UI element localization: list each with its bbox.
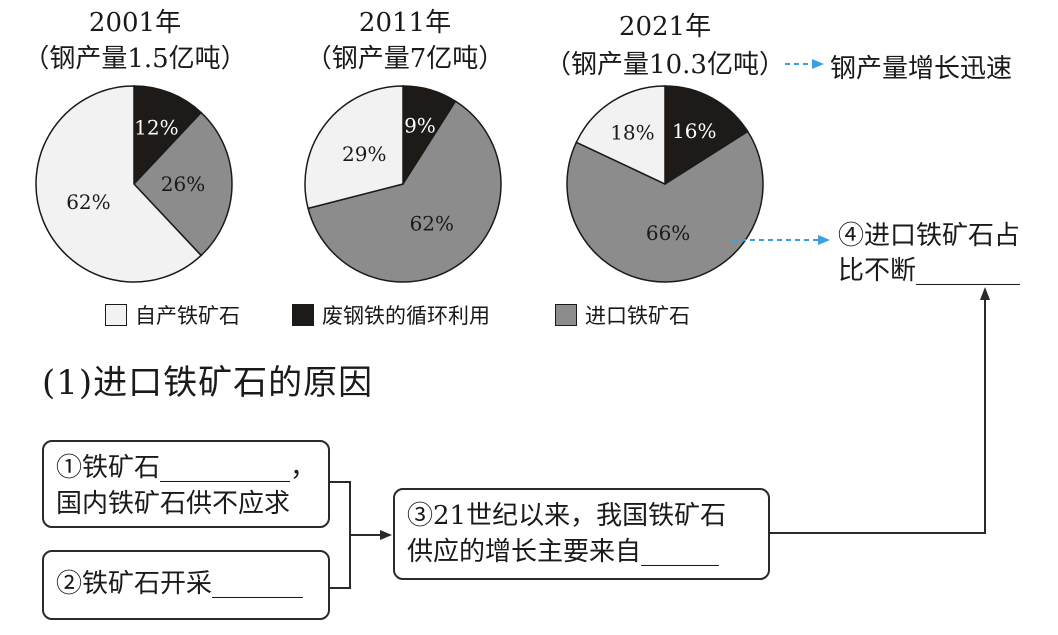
pie-2011: 9% 62% 29% <box>304 85 502 283</box>
pie-2001-label-import: 26% <box>161 172 205 196</box>
legend-item-domestic: 自产铁矿石 <box>105 300 240 330</box>
legend-swatch-scrap <box>292 304 314 326</box>
pie-2001-label-domestic: 62% <box>66 190 110 214</box>
pie-2011-label-import: 62% <box>410 212 454 236</box>
pie-2011-slice-import <box>307 100 502 283</box>
reason-box-2-text: ②铁矿石开采_______ <box>56 569 304 599</box>
section-title: (1)进口铁矿石的原因 <box>42 363 374 403</box>
legend-label-scrap: 废钢铁的循环利用 <box>322 304 490 328</box>
legend-item-scrap: 废钢铁的循环利用 <box>292 300 490 330</box>
dashed-arrow-growth-head <box>812 59 824 69</box>
pie-2001-slice-import <box>132 111 233 257</box>
pie-2011-label-domestic: 29% <box>342 142 386 166</box>
connector-to-box3-head <box>380 530 392 540</box>
reason-box-3: ③21世纪以来，我国铁矿石 供应的增长主要来自______ <box>393 488 770 580</box>
reason-box-3-line2: 供应的增长主要来自______ <box>407 537 720 567</box>
reason-box-1-line1: ①铁矿石__________， <box>56 453 317 483</box>
pie-2001-title: 2001年 <box>88 8 182 38</box>
reason-box-2: ②铁矿石开采_______ <box>42 550 330 620</box>
pie-2021-title: 2021年 <box>618 12 712 42</box>
reason-box-1: ①铁矿石__________， 国内铁矿石供不应求 <box>42 440 330 528</box>
reason-box-3-line1: ③21世纪以来，我国铁矿石 <box>407 501 727 531</box>
pie-2001-slice-scrap <box>133 85 203 186</box>
pie-2001-subtitle: （钢产量1.5亿吨） <box>23 44 247 74</box>
legend-swatch-import <box>555 304 577 326</box>
legend-label-import: 进口铁矿石 <box>585 304 690 328</box>
reason-box-1-line2: 国内铁矿石供不应求 <box>56 489 291 519</box>
legend-label-domestic: 自产铁矿石 <box>135 304 240 328</box>
dashed-arrow-ratio-head <box>818 235 830 245</box>
ratio-annotation-line1: ④进口铁矿石占 <box>838 221 1021 251</box>
connector-to-ratio-head <box>980 287 990 300</box>
bracket-connector <box>330 481 351 589</box>
pie-2001-label-scrap: 12% <box>134 116 178 140</box>
legend-swatch-domestic <box>105 304 127 326</box>
legend-item-import: 进口铁矿石 <box>555 300 690 330</box>
pie-2001-slice-domestic <box>35 85 203 283</box>
ratio-annotation-line2: 比不断________ <box>838 256 1021 286</box>
connector-to-ratio <box>770 298 986 534</box>
pie-2021-label-scrap: 16% <box>672 119 716 143</box>
pie-2021-label-import: 66% <box>646 221 690 245</box>
pie-2021: 16% 66% 18% <box>566 85 764 283</box>
pie-2011-subtitle: （钢产量7亿吨） <box>305 44 505 74</box>
pie-2021-slice-scrap <box>664 85 749 186</box>
pie-2021-slice-import <box>566 130 764 283</box>
pie-2011-slice-domestic <box>304 85 404 210</box>
pie-2001: 12% 26% 62% <box>35 85 233 283</box>
pie-2021-label-domestic: 18% <box>610 121 654 145</box>
pie-2011-label-scrap: 9% <box>404 114 436 138</box>
growth-annotation: 钢产量增长迅速 <box>830 54 1013 84</box>
pie-2021-subtitle: （钢产量10.3亿吨） <box>545 50 785 80</box>
pie-2021-slice-domestic <box>575 85 666 186</box>
pie-2011-title: 2011年 <box>358 8 452 38</box>
